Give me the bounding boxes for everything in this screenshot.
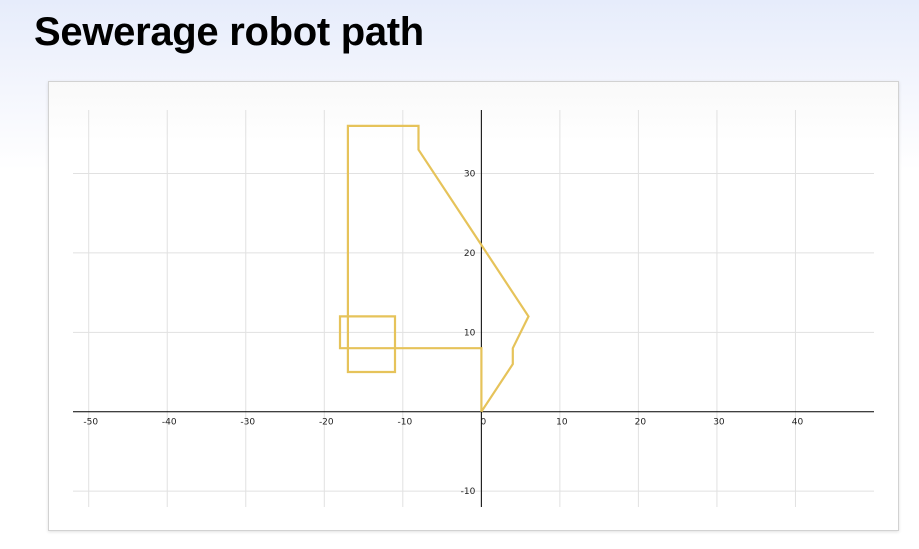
x-tick-label: 20 [635, 418, 647, 428]
x-tick-label: -10 [397, 418, 412, 428]
chart-panel: -50 -40 -30 -20 -10 0 10 20 30 40 -10 10 20 30 [48, 81, 899, 531]
chart-svg: -50 -40 -30 -20 -10 0 10 20 30 40 -10 10 20 30 [73, 110, 874, 507]
x-tick-label: -40 [162, 418, 177, 428]
y-tick-label: 30 [464, 170, 476, 180]
series-layer [338, 124, 530, 413]
x-tick-label: 30 [713, 418, 725, 428]
y-tick-label: 20 [464, 249, 476, 259]
y-tick-label: -10 [461, 487, 476, 497]
x-tick-label: -50 [83, 418, 98, 428]
x-tick-label: -30 [240, 418, 255, 428]
page-title: Sewerage robot path [34, 10, 424, 54]
label-layer: -50 -40 -30 -20 -10 0 10 20 30 40 -10 10 20 30 [83, 170, 803, 498]
axis-layer [73, 110, 874, 507]
x-tick-label: 10 [556, 418, 568, 428]
y-tick-label: 10 [464, 328, 476, 338]
x-tick-label: 40 [792, 418, 804, 428]
robot-path-line [338, 124, 530, 413]
x-tick-label: 0 [480, 418, 486, 428]
x-tick-label: -20 [319, 418, 334, 428]
